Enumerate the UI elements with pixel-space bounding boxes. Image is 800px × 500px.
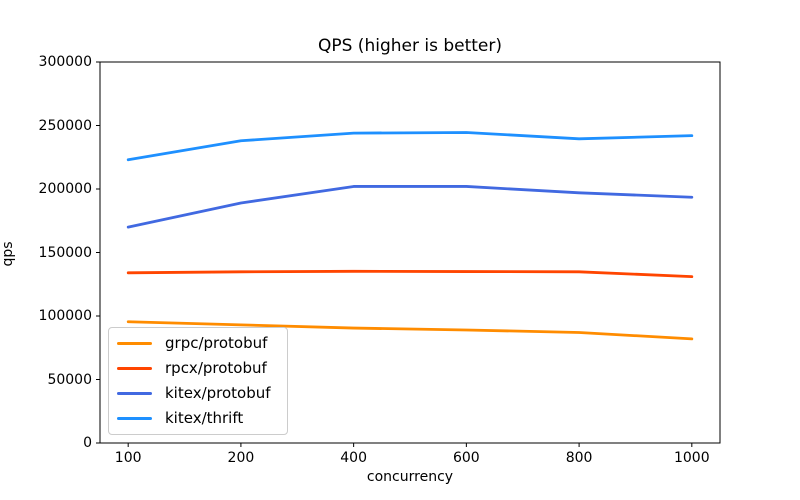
series-line-grpc-protobuf <box>126 320 694 341</box>
x-axis-label: concurrency <box>366 469 454 485</box>
y-tick-label: 100000 <box>38 308 92 324</box>
series-line-kitex-thrift <box>126 131 694 162</box>
series-line-rpcx-protobuf <box>126 269 694 279</box>
x-tick-label: 400 <box>340 450 367 466</box>
y-tick-label: 200000 <box>38 181 92 197</box>
legend: grpc/protobuf rpcx/protobuf kitex/protob… <box>108 327 288 435</box>
x-tick-label: 100 <box>114 450 142 466</box>
legend-item-kitex-thrift: kitex/thrift <box>117 406 279 431</box>
legend-label: grpc/protobuf <box>165 334 268 352</box>
x-tick-label: 200 <box>227 450 255 466</box>
legend-label: kitex/thrift <box>165 409 244 427</box>
legend-item-grpc-protobuf: grpc/protobuf <box>117 331 279 356</box>
legend-label: kitex/protobuf <box>165 384 271 402</box>
legend-line-swatch <box>117 417 152 420</box>
chart-title: QPS (higher is better) <box>317 36 503 56</box>
y-tick-label: 50000 <box>47 371 92 388</box>
legend-item-kitex-protobuf: kitex/protobuf <box>117 381 279 406</box>
legend-line-swatch <box>117 342 152 345</box>
x-tick-label: 1000 <box>673 450 710 466</box>
y-tick-label: 0 <box>83 435 92 451</box>
x-tick-label: 800 <box>565 450 593 466</box>
x-tick-label: 600 <box>452 450 480 466</box>
legend-label: rpcx/protobuf <box>165 359 267 377</box>
y-tick-label: 300000 <box>38 54 92 70</box>
legend-line-swatch <box>117 392 152 395</box>
y-tick-label: 150000 <box>38 244 92 261</box>
legend-line-swatch <box>117 367 152 370</box>
series-line-kitex-protobuf <box>126 185 694 229</box>
legend-item-rpcx-protobuf: rpcx/protobuf <box>117 356 279 381</box>
y-tick-label: 250000 <box>38 117 92 134</box>
